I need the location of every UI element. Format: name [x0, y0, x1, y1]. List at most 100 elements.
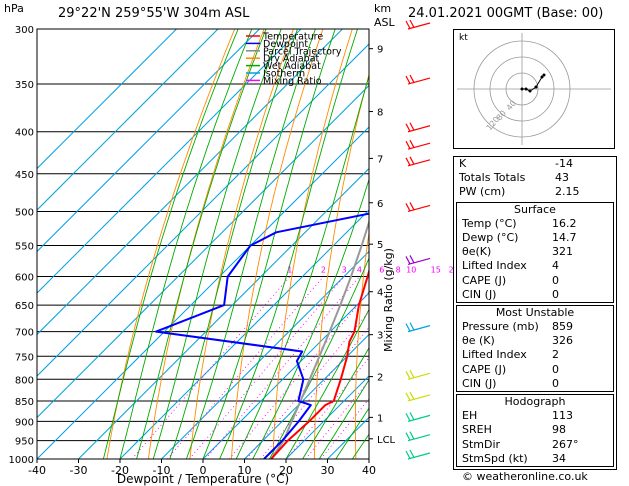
wind-barb-feather: [405, 450, 411, 459]
wet-adiabat-line: [269, 257, 369, 459]
temperature-line-point: [353, 330, 356, 333]
index-row: PW (cm) 2.15: [454, 185, 616, 199]
surface-label: Lifted Index: [462, 259, 527, 273]
most-unstable-label: CIN (J): [462, 376, 497, 390]
wind-barb: [407, 434, 431, 442]
hodograph-value: 98: [552, 423, 566, 437]
legend-entry: Mixing Ratio: [263, 76, 322, 87]
hodograph-value: 113: [552, 409, 573, 423]
wet-adiabat-line: [169, 29, 298, 459]
km-tick-label: 8: [377, 108, 383, 119]
wet-adiabat-line: [219, 29, 358, 459]
parcel-trajectory-line-point: [328, 330, 331, 333]
wind-barb-feather: [405, 432, 411, 441]
dewpoint-line-point: [275, 231, 278, 234]
wind-barb: [407, 257, 431, 266]
wind-barb-feather: [405, 157, 411, 166]
mixing-ratio-label: 2: [321, 266, 326, 275]
temperature-line-point: [346, 355, 349, 358]
dewpoint-line-point: [404, 28, 406, 30]
index-label: PW (cm): [459, 185, 506, 199]
parcel-trajectory-line-point: [318, 355, 321, 358]
x-axis-label: Dewpoint / Temperature (°C): [117, 472, 289, 486]
surface-row: Lifted Index 4: [457, 259, 613, 273]
parcel-trajectory-line-point: [339, 304, 342, 306]
pressure-tick-label: 750: [15, 352, 34, 363]
km-tick-label: LCL: [377, 435, 396, 446]
isotherm-line: [37, 29, 302, 294]
pressure-tick-label: 600: [15, 273, 34, 284]
pressure-tick-label: 300: [15, 25, 34, 36]
wind-barb-feather: [409, 449, 415, 458]
wind-barb-feather: [409, 122, 415, 131]
legend-entry: Dry Adiabat: [263, 54, 320, 65]
wet-adiabat-line: [318, 378, 369, 459]
pressure-tick-label: 500: [15, 207, 34, 218]
x-tick-label: 30: [321, 464, 335, 477]
most-unstable-row: Lifted Index 2: [457, 348, 613, 362]
wind-barb-feather: [409, 255, 415, 264]
temperature-line: [270, 267, 369, 459]
km-tick-label: 3: [377, 331, 383, 342]
temperature-line-point: [366, 275, 369, 278]
most-unstable-title: Most Unstable: [495, 305, 575, 319]
hodograph-label: StmDir: [462, 437, 501, 451]
wind-barb: [407, 372, 431, 380]
axes: 1234681015202530035040045050055060065070…: [9, 25, 473, 477]
wind-barb: [407, 394, 431, 402]
x-tick-label: 40: [362, 464, 376, 477]
surface-title: Surface: [514, 202, 556, 216]
surface-label: CAPE (J): [462, 273, 507, 287]
dewpoint-line-point: [302, 378, 305, 381]
hodograph-point: [540, 75, 544, 79]
most-unstable-row: CIN (J) 0: [457, 377, 613, 391]
temperature-line-point: [348, 340, 351, 343]
wind-barb: [407, 204, 431, 213]
most-unstable-value: 859: [552, 320, 573, 334]
hodograph-row: SREH 98: [457, 423, 613, 437]
wind-barb-feather: [409, 322, 415, 331]
hodograph-label: EH: [462, 409, 478, 423]
x-tick-label: -10: [153, 464, 171, 477]
mixing-ratio-line: [189, 276, 345, 459]
mixing-ratio-axis-label: Mixing Ratio (g/kg): [382, 248, 395, 352]
indices-panel: K -14 Totals Totals 43 PW (cm) 2.15 Surface T…: [453, 156, 617, 470]
legend-entry: Temperature: [262, 32, 323, 43]
parcel-trajectory-line-point: [382, 173, 384, 175]
pressure-tick-label: 400: [15, 128, 34, 139]
dewpoint-line-point: [405, 131, 407, 133]
hodograph-label: SREH: [462, 423, 492, 437]
most-unstable-label: Lifted Index: [462, 348, 527, 362]
hodograph-point: [528, 89, 532, 93]
dewpoint-line-point: [402, 51, 404, 53]
surface-row: θe(K) 321: [457, 245, 613, 259]
surface-label: Dewp (°C): [462, 230, 519, 244]
mixing-ratio-line: [246, 310, 369, 459]
wet-adiabat-line: [252, 177, 369, 459]
wind-barb: [407, 452, 431, 460]
index-row: K -14: [454, 157, 616, 171]
temperature-line-point: [398, 173, 400, 175]
pressure-tick-label: 850: [15, 397, 34, 408]
mixing-ratio-label: 6: [379, 266, 384, 275]
wind-barb-feather: [409, 202, 415, 211]
parcel-trajectory-line-point: [372, 211, 374, 213]
parcel-trajectory-line-point: [290, 420, 293, 423]
mixing-ratio-line: [131, 276, 291, 459]
hodograph-value: 267°: [552, 437, 579, 451]
hodograph-row: StmDir 267°: [457, 438, 613, 452]
dry-adiabat-line: [106, 29, 236, 459]
hodograph-units: kt: [459, 33, 468, 43]
km-tick-label: 5: [377, 240, 383, 251]
km-tick-label: 6: [377, 199, 383, 210]
profiles: [155, 28, 416, 459]
hodograph-row: EH 113: [457, 409, 613, 423]
wind-barb-feather: [405, 75, 411, 84]
wind-barb-feather: [409, 412, 415, 421]
surface-value: 321: [552, 245, 573, 259]
parcel-trajectory-line-point: [350, 275, 352, 278]
km-tick-label: 1: [377, 413, 383, 424]
index-value: 43: [555, 171, 569, 185]
parcel-trajectory-line-point: [414, 28, 416, 30]
